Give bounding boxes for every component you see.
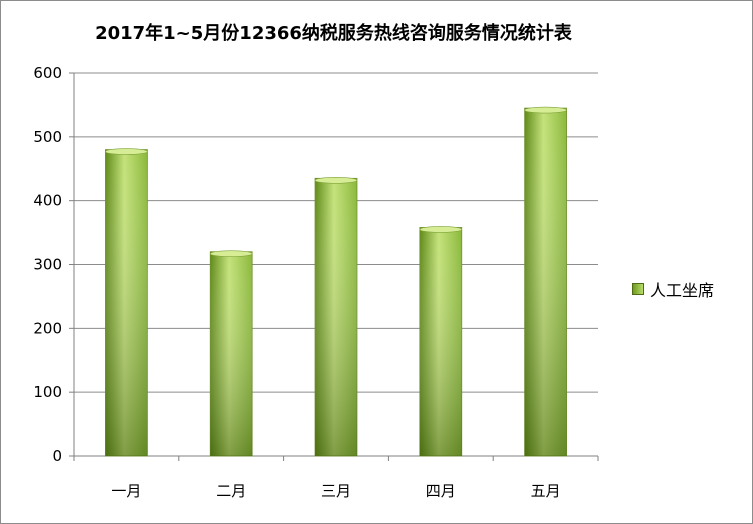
- bar-shade: [210, 251, 253, 456]
- x-tick-label: 二月: [216, 482, 246, 500]
- bar-shade: [524, 108, 567, 456]
- bar-top-cap: [209, 250, 253, 258]
- bar-shade: [105, 149, 148, 456]
- y-tick-label: 0: [52, 447, 62, 465]
- x-tick-label: 五月: [531, 482, 561, 500]
- bar-shade: [419, 227, 462, 456]
- y-tick-label: 600: [33, 64, 62, 82]
- bar-top-cap: [419, 226, 463, 233]
- x-tick-label: 一月: [111, 482, 141, 500]
- y-tick-label: 300: [33, 256, 62, 274]
- bar-shade: [315, 178, 357, 456]
- y-tick-label: 400: [33, 192, 62, 210]
- bar-top-cap: [524, 106, 567, 114]
- y-tick-label: 100: [33, 383, 62, 401]
- legend: 人工坐席: [632, 277, 714, 301]
- bar-top-cap: [314, 177, 358, 184]
- legend-swatch: [632, 283, 644, 295]
- chart-title: 2017年1~5月份12366纳税服务热线咨询服务情况统计表: [95, 23, 572, 44]
- x-tick-label: 四月: [426, 482, 456, 500]
- x-tick-label: 三月: [321, 482, 351, 500]
- bar-top-cap: [105, 148, 148, 155]
- y-tick-label: 200: [33, 319, 62, 337]
- legend-label: 人工坐席: [650, 281, 715, 300]
- y-tick-label: 500: [33, 128, 62, 146]
